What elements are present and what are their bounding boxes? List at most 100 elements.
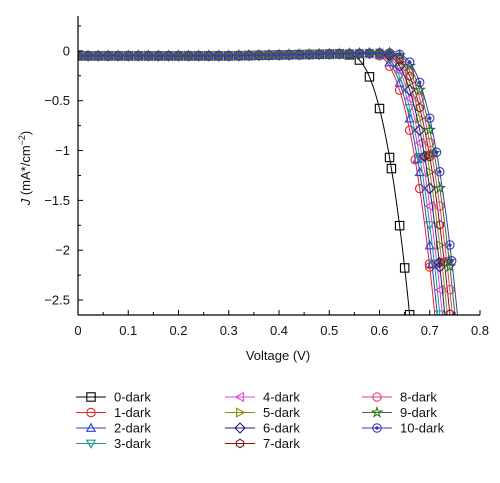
data-point-10-dark-35-dot	[427, 116, 432, 121]
data-point-10-dark-24-ring	[314, 49, 324, 60]
data-point-10-dark-20	[274, 50, 284, 60]
data-point-10-dark-steep-1-dot	[449, 258, 454, 263]
data-point-10-dark-16-dot	[237, 53, 241, 58]
data-point-10-dark-13-ring	[203, 51, 214, 61]
data-point-10-dark-17-dot	[247, 53, 251, 58]
y-tick-label-1: −0.5	[44, 93, 70, 108]
data-point-10-dark-5-dot	[126, 54, 131, 58]
data-point-10-dark-2	[93, 51, 103, 61]
data-point-4-dark-36	[434, 284, 444, 295]
data-point-10-dark-12-ring	[193, 51, 204, 61]
data-point-10-dark-25	[324, 49, 334, 59]
data-point-7-dark-37	[445, 309, 455, 315]
data-point-4-dark-35	[424, 200, 434, 212]
data-point-10-dark-14-dot	[216, 54, 221, 58]
y-tick-label-5: −2.5	[44, 293, 70, 308]
data-point-10-dark-4	[113, 51, 123, 61]
legend-label-0-dark: 0-dark	[114, 390, 151, 405]
series-4-dark	[78, 48, 444, 315]
legend-marker-3-dark	[85, 439, 97, 449]
data-point-10-dark-11-ring	[183, 51, 194, 61]
data-point-10-dark-22	[294, 49, 304, 60]
data-point-10-dark-32-dot	[397, 52, 402, 57]
data-point-10-dark-12-dot	[196, 54, 201, 58]
data-point-10-dark-34	[414, 77, 425, 88]
y-tick-label-0: 0	[63, 43, 70, 58]
data-point-10-dark-31-ring	[384, 48, 395, 58]
data-point-10-dark-10	[173, 51, 184, 61]
data-point-9-dark-34	[413, 83, 427, 96]
legend-item-4-dark: 4-dark	[225, 390, 300, 405]
legend-label-2-dark: 2-dark	[114, 421, 151, 436]
data-point-10-dark-21-dot	[287, 52, 291, 57]
data-point-10-dark-19-ring	[264, 50, 274, 60]
data-point-1-dark-34	[414, 183, 425, 194]
data-point-10-dark-23-ring	[304, 49, 314, 60]
legend-item-6-dark: 6-dark	[225, 421, 300, 436]
legend-label-5-dark: 5-dark	[263, 405, 300, 420]
data-point-10-dark-21-ring	[284, 50, 294, 60]
data-point-10-dark-23	[304, 49, 314, 60]
plot-area	[78, 46, 459, 315]
data-point-0-dark-29	[364, 72, 375, 82]
data-point-10-dark-29	[364, 48, 375, 59]
data-point-10-dark-27-dot	[347, 51, 352, 56]
legend-marker-1-dark	[86, 407, 96, 418]
data-point-10-dark-31	[384, 48, 395, 58]
data-point-10-dark-1	[83, 51, 93, 61]
data-point-9-dark-35	[423, 123, 437, 136]
legend-item-7-dark: 7-dark	[225, 436, 300, 451]
data-point-8-dark-35	[424, 137, 435, 148]
data-point-10-dark-36	[435, 167, 445, 177]
legend-item-8-dark: 8-dark	[362, 390, 437, 405]
data-point-10-dark-22-dot	[297, 52, 301, 57]
data-point-10-dark-3-ring	[103, 51, 113, 61]
data-point-10-dark-25-dot	[327, 52, 332, 56]
legend-item-10-dark: 10-dark	[362, 421, 445, 436]
data-point-9-dark-36	[433, 181, 447, 194]
data-point-10-dark-26-dot	[337, 52, 342, 56]
data-point-5-dark-35	[425, 166, 436, 178]
data-point-4-dark-34	[414, 137, 424, 149]
data-point-10-dark-35	[424, 113, 435, 123]
y-axis-title-close: )	[18, 131, 33, 135]
legend-marker-7-dark	[235, 438, 245, 449]
series-2-dark	[78, 48, 438, 315]
series-line-4-dark	[78, 52, 443, 315]
data-point-10-dark-33-ring	[404, 57, 415, 67]
data-point-10-dark-30-dot	[377, 51, 382, 55]
legend-marker-2-dark	[85, 422, 97, 432]
data-point-10-dark-9-dot	[166, 54, 171, 58]
data-point-10-dark-8-dot	[156, 54, 161, 58]
series-3-dark	[78, 49, 445, 315]
data-point-0-dark-steep-0	[386, 163, 397, 174]
series-line-7-dark	[78, 52, 451, 315]
data-point-0-dark-32	[394, 220, 405, 231]
data-point-8-dark-34	[414, 93, 425, 104]
legend-label-3-dark: 3-dark	[114, 436, 151, 451]
data-point-10-dark-steep-1	[446, 256, 457, 266]
data-point-10-dark-steep-0-dot	[434, 150, 439, 155]
legend-marker-10-dark	[372, 423, 382, 433]
legend-item-2-dark: 2-dark	[76, 421, 151, 436]
legend-marker-0-dark	[86, 392, 96, 402]
data-point-10-dark-37-ring	[445, 240, 455, 250]
series-9-dark	[78, 46, 457, 315]
data-point-10-dark-5	[123, 51, 134, 61]
data-point-5-dark-36	[435, 240, 446, 251]
legend-label-6-dark: 6-dark	[263, 421, 300, 436]
data-point-10-dark-29-dot	[367, 51, 372, 56]
series-1-dark	[78, 48, 436, 315]
data-point-10-dark-steep-0	[431, 147, 442, 157]
x-tick-label-0: 0	[74, 323, 81, 338]
data-point-10-dark-16-ring	[234, 50, 244, 61]
data-point-10-dark-28	[354, 48, 365, 59]
data-point-10-dark-10-ring	[173, 51, 184, 61]
data-point-10-dark-7	[143, 51, 154, 61]
series-line-6-dark	[78, 52, 446, 315]
data-point-10-dark-26	[334, 49, 345, 59]
data-point-10-dark-1-dot	[86, 54, 90, 58]
data-point-4-dark-33	[404, 93, 414, 104]
x-tick-label-0.8: 0.8	[471, 323, 489, 338]
data-point-10-dark-24	[314, 49, 324, 60]
